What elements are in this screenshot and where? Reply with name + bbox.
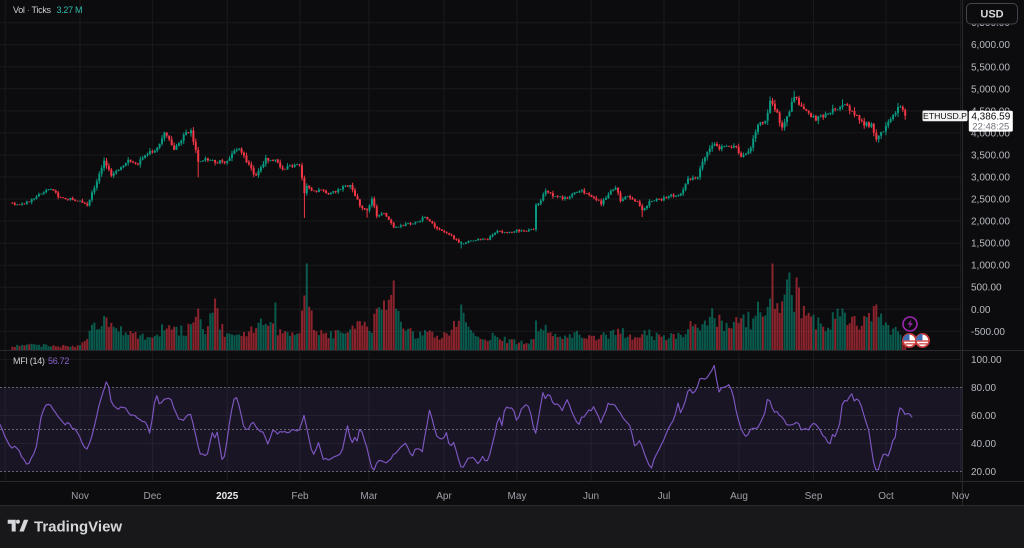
svg-text:80.00: 80.00 — [971, 383, 996, 394]
svg-text:60.00: 60.00 — [971, 411, 996, 422]
svg-text:5,000.00: 5,000.00 — [971, 84, 1010, 95]
svg-text:Mar: Mar — [360, 491, 378, 502]
svg-text:Apr: Apr — [436, 491, 452, 502]
svg-text:500.00: 500.00 — [971, 283, 1002, 294]
svg-text:20.00: 20.00 — [971, 467, 996, 478]
svg-text:Nov: Nov — [952, 491, 970, 502]
svg-text:ETHUSD.P: ETHUSD.P — [923, 111, 967, 121]
svg-text:4,000.00: 4,000.00 — [971, 128, 1010, 139]
svg-text:2,500.00: 2,500.00 — [971, 195, 1010, 206]
svg-text:Vol · Ticks: Vol · Ticks — [13, 5, 52, 15]
svg-text:1,500.00: 1,500.00 — [971, 239, 1010, 250]
svg-text:6,000.00: 6,000.00 — [971, 40, 1010, 51]
svg-text:3,000.00: 3,000.00 — [971, 173, 1010, 184]
svg-text:-500.00: -500.00 — [971, 327, 1005, 338]
svg-text:Sep: Sep — [805, 491, 823, 502]
svg-text:2,000.00: 2,000.00 — [971, 217, 1010, 228]
svg-text:0.00: 0.00 — [971, 305, 991, 316]
svg-text:56.72: 56.72 — [48, 356, 69, 366]
svg-text:2025: 2025 — [216, 491, 239, 502]
svg-text:Dec: Dec — [144, 491, 162, 502]
svg-text:TradingView: TradingView — [34, 519, 122, 536]
svg-text:3.27 M: 3.27 M — [57, 5, 83, 15]
svg-text:Aug: Aug — [730, 491, 748, 502]
svg-text:5,500.00: 5,500.00 — [971, 62, 1010, 73]
svg-text:USD: USD — [980, 9, 1003, 21]
svg-text:4,386.59: 4,386.59 — [971, 112, 1010, 123]
svg-text:Oct: Oct — [878, 491, 894, 502]
svg-text:3,500.00: 3,500.00 — [971, 151, 1010, 162]
svg-text:Jul: Jul — [658, 491, 671, 502]
svg-text:100.00: 100.00 — [971, 355, 1002, 366]
svg-text:1,000.00: 1,000.00 — [971, 261, 1010, 272]
svg-text:Feb: Feb — [291, 491, 309, 502]
svg-text:40.00: 40.00 — [971, 439, 996, 450]
svg-text:22:48:25: 22:48:25 — [972, 121, 1009, 132]
svg-text:Jun: Jun — [583, 491, 599, 502]
svg-text:MFI (14): MFI (14) — [13, 356, 45, 366]
svg-text:Nov: Nov — [71, 491, 89, 502]
svg-text:May: May — [508, 491, 527, 502]
